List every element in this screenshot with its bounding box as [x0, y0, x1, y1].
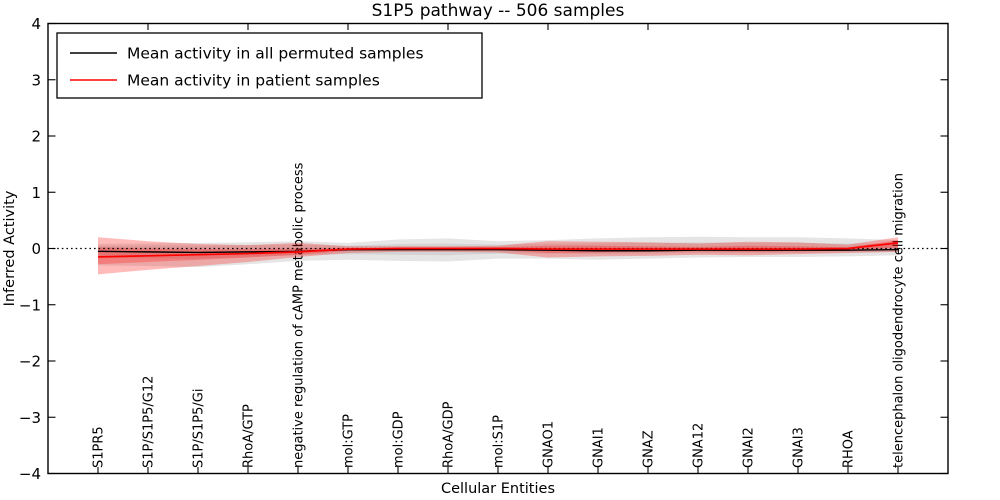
y-tick-labels: 4 3 2 1 0 −1 −2 −3 −4: [19, 15, 41, 483]
x-tick-label: GNAO1: [542, 421, 557, 468]
y-tick-label: −4: [19, 465, 41, 483]
x-tick-label: S1P/S1P5/G12: [142, 376, 157, 468]
y-tick-label: −3: [19, 409, 41, 427]
x-axis-label: Cellular Entities: [441, 481, 555, 497]
legend-label-patient: Mean activity in patient samples: [127, 72, 380, 90]
x-tick-label: GNAZ: [642, 430, 657, 468]
permuted-inner-band: [98, 242, 898, 259]
legend: Mean activity in all permuted samples Me…: [56, 32, 483, 99]
y-axis-label: Inferred Activity: [2, 190, 18, 306]
x-tick-label: GNAI1: [592, 427, 607, 468]
x-tick-label: negative regulation of cAMP metabolic pr…: [292, 162, 307, 468]
x-tick-label: GNAI3: [792, 427, 807, 468]
x-tick-label: S1PR5: [92, 426, 107, 468]
y-tick-label: 0: [31, 240, 41, 258]
x-tick-label: RhoA/GTP: [242, 404, 257, 468]
x-tick-label: mol:GDP: [392, 411, 407, 468]
x-tick-label: mol:GTP: [342, 414, 357, 468]
patient-mean-line: [97, 242, 899, 258]
x-tick-label: RHOA: [842, 430, 857, 468]
x-tick-label: S1P/S1P5/Gi: [192, 389, 207, 468]
permuted-mean-line: [97, 248, 899, 254]
y-tick-label: −1: [19, 296, 41, 314]
y-tick-label: −2: [19, 353, 41, 371]
y-tick-label: 2: [31, 128, 41, 146]
patient-outer-band: [98, 237, 898, 275]
x-tick-label: mol:S1P: [492, 415, 507, 468]
legend-label-permuted: Mean activity in all permuted samples: [127, 45, 424, 63]
chart-title: S1P5 pathway -- 506 samples: [372, 1, 625, 21]
x-tick-labels: S1PR5 S1P/S1P5/G12 S1P/S1P5/Gi RhoA/GTP nega…: [92, 162, 907, 468]
data-lines: [48, 242, 948, 258]
permuted-outer-band: [98, 236, 898, 268]
x-tick-label: telencephalon oligodendrocyte cell migra…: [892, 173, 907, 468]
tick-marks: [48, 22, 948, 475]
x-tick-label: GNA12: [692, 423, 707, 468]
y-tick-label: 3: [31, 71, 41, 89]
legend-box: [56, 32, 483, 99]
y-tick-label: 4: [31, 15, 41, 33]
x-tick-label: GNAI2: [742, 427, 757, 468]
y-tick-label: 1: [31, 184, 41, 202]
x-tick-label: RhoA/GDP: [442, 401, 457, 468]
